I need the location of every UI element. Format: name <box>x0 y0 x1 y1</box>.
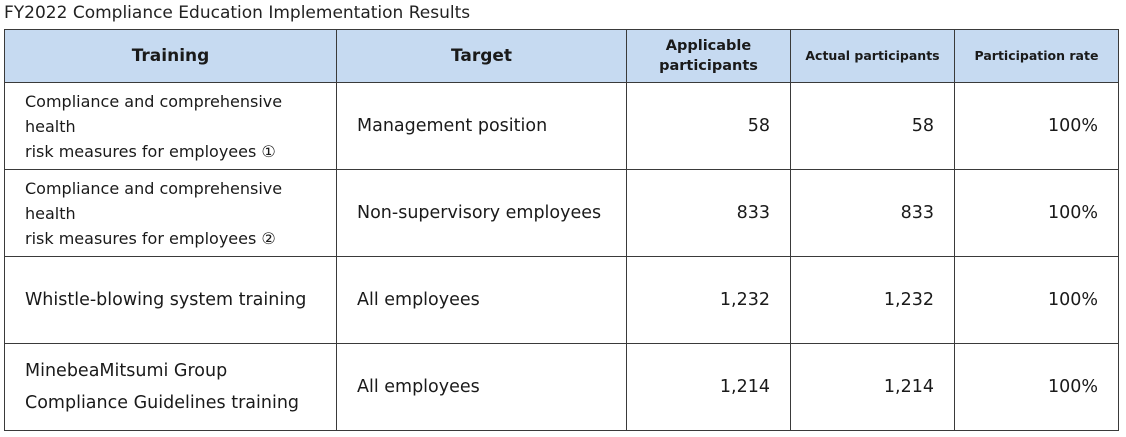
training-line: Compliance and comprehensive health <box>25 91 283 136</box>
training-line: risk measures for employees ② <box>25 228 276 248</box>
target-cell: Management position <box>336 82 627 170</box>
table-row: Whistle-blowing system training All empl… <box>4 256 1119 344</box>
training-line: Compliance and comprehensive health <box>25 178 283 223</box>
header-actual-participants: Actual participants <box>790 29 955 83</box>
training-cell: Whistle-blowing system training <box>4 256 337 344</box>
applicable-participants-cell: 1,214 <box>626 343 791 431</box>
table-caption: FY2022 Compliance Education Implementati… <box>4 3 471 23</box>
actual-participants-cell: 833 <box>790 169 955 257</box>
header-applicable-line2: participants <box>659 58 758 74</box>
training-line: Compliance Guidelines training <box>25 393 300 413</box>
applicable-participants-cell: 833 <box>626 169 791 257</box>
table-row: Compliance and comprehensive health risk… <box>4 169 1119 257</box>
header-target: Target <box>336 29 627 83</box>
actual-participants-cell: 58 <box>790 82 955 170</box>
participation-rate-cell: 100% <box>954 256 1119 344</box>
participation-rate-cell: 100% <box>954 169 1119 257</box>
table-row: MinebeaMitsumi Group Compliance Guidelin… <box>4 343 1119 431</box>
training-line: Whistle-blowing system training <box>25 290 307 310</box>
target-cell: All employees <box>336 343 627 431</box>
participation-rate-cell: 100% <box>954 343 1119 431</box>
target-cell: All employees <box>336 256 627 344</box>
actual-participants-cell: 1,214 <box>790 343 955 431</box>
header-participation-rate: Participation rate <box>954 29 1119 83</box>
header-applicable-participants: Applicable participants <box>626 29 791 83</box>
training-line: risk measures for employees ① <box>25 141 276 161</box>
header-row: Training Target Applicable participants … <box>4 29 1119 83</box>
header-applicable-line1: Applicable <box>665 38 752 54</box>
results-table: Training Target Applicable participants … <box>4 29 1119 431</box>
training-cell: Compliance and comprehensive health risk… <box>4 169 337 257</box>
applicable-participants-cell: 58 <box>626 82 791 170</box>
training-cell: MinebeaMitsumi Group Compliance Guidelin… <box>4 343 337 431</box>
header-training: Training <box>4 29 337 83</box>
table-row: Compliance and comprehensive health risk… <box>4 82 1119 170</box>
training-cell: Compliance and comprehensive health risk… <box>4 82 337 170</box>
participation-rate-cell: 100% <box>954 82 1119 170</box>
applicable-participants-cell: 1,232 <box>626 256 791 344</box>
target-cell: Non-supervisory employees <box>336 169 627 257</box>
actual-participants-cell: 1,232 <box>790 256 955 344</box>
training-line: MinebeaMitsumi Group <box>25 361 228 381</box>
